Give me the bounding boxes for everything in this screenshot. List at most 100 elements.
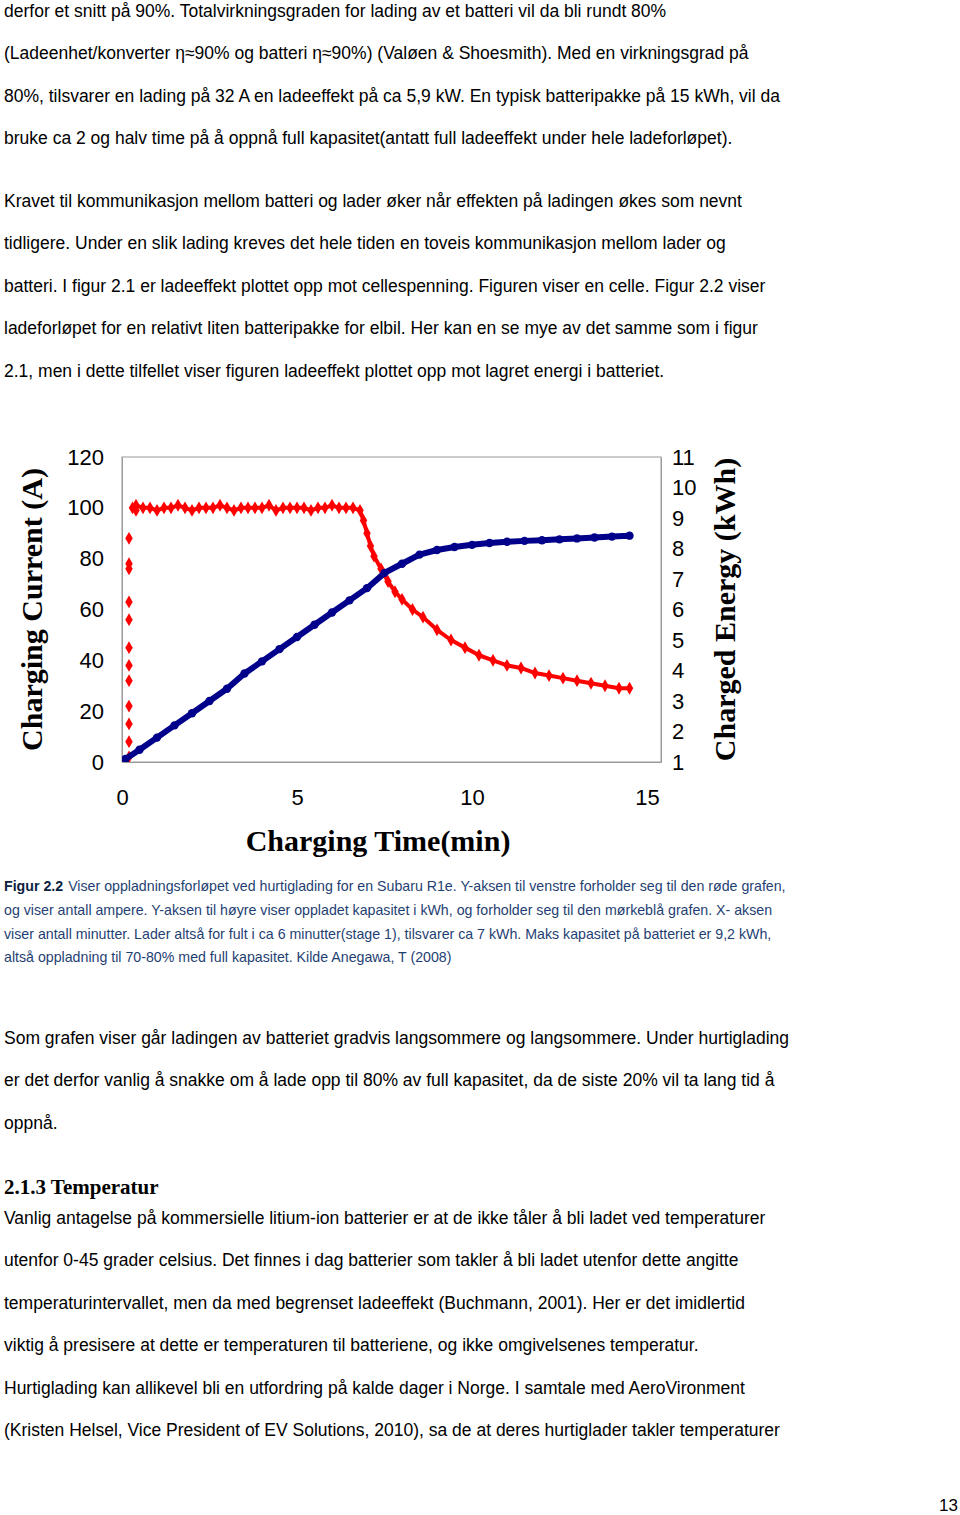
tick-label: 5	[291, 785, 303, 810]
series	[122, 532, 634, 762]
tick-label: 7	[672, 567, 684, 592]
marker	[160, 501, 167, 514]
tick-label: 0	[92, 750, 104, 775]
text-line: ladeforløpet for en relativt liten batte…	[4, 318, 758, 338]
tick: 4	[661, 658, 684, 683]
marker	[125, 613, 132, 626]
page-number: 13	[939, 1496, 958, 1515]
tick: 10	[661, 475, 696, 500]
plot-marks	[122, 499, 634, 762]
tick-label: 8	[672, 536, 684, 561]
marker	[601, 679, 608, 692]
marker	[279, 501, 286, 514]
marker	[251, 501, 258, 514]
marker	[342, 501, 349, 514]
marker	[125, 717, 132, 730]
marker	[447, 634, 454, 647]
marker	[314, 501, 321, 514]
section-heading: 2.1.3 Temperatur	[4, 1175, 159, 1199]
marker	[321, 501, 328, 514]
marker	[153, 504, 160, 517]
marker	[125, 674, 132, 687]
marker	[590, 533, 598, 541]
marker	[258, 657, 266, 665]
marker	[146, 501, 153, 514]
marker	[398, 593, 405, 606]
tick-label: 100	[67, 495, 104, 520]
tick-label: 11	[672, 445, 695, 470]
tick-label: 2	[672, 719, 684, 744]
axis-title: Charged Energy (kWh)	[708, 458, 742, 761]
text-line: er det derfor vanlig å snakke om å lade …	[4, 1070, 775, 1090]
marker	[370, 550, 377, 563]
marker	[450, 543, 458, 551]
marker	[615, 682, 622, 695]
axis-title: Charging Current (A)	[15, 468, 49, 751]
marker	[398, 560, 406, 568]
text-line: Kravet til kommunikasjon mellom batteri …	[4, 191, 742, 211]
text-line: temperaturintervallet, men da med begren…	[4, 1293, 745, 1313]
marker	[237, 501, 244, 514]
marker	[240, 669, 248, 677]
marker	[188, 709, 196, 717]
marker	[244, 501, 251, 514]
axis-yticks: 020406080100120	[67, 445, 122, 775]
marker	[559, 672, 566, 685]
marker	[205, 697, 213, 705]
text-line: viktig å presisere at dette er temperatu…	[4, 1335, 699, 1355]
marker	[531, 667, 538, 680]
marker	[272, 504, 279, 517]
series	[125, 501, 139, 762]
marker	[195, 501, 202, 514]
marker	[122, 755, 130, 762]
tick: 2	[661, 719, 684, 744]
marker	[409, 603, 416, 616]
series-line	[126, 536, 630, 759]
tick-label: 4	[672, 658, 684, 683]
text-line: Hurtiglading kan allikevel bli en utford…	[4, 1378, 745, 1398]
marker	[275, 645, 283, 653]
tick-label: 40	[80, 648, 104, 673]
marker	[625, 532, 633, 540]
tick: 0	[116, 762, 128, 810]
marker	[433, 623, 440, 636]
axis-line	[123, 762, 662, 763]
tick-label: 0	[116, 785, 128, 810]
caption-text: Viser oppladningsforløpet ved hurtigladi…	[68, 878, 785, 894]
tick-label: 10	[460, 785, 484, 810]
marker	[125, 641, 132, 654]
axis-title: Charging Time(min)	[246, 824, 511, 858]
marker	[626, 682, 633, 695]
marker	[125, 659, 132, 672]
text-line: utenfor 0-45 grader celsius. Det finnes …	[4, 1250, 738, 1270]
marker	[125, 532, 132, 545]
marker	[139, 501, 146, 514]
tick: 120	[67, 445, 122, 470]
marker	[181, 501, 188, 514]
tick: 9	[661, 506, 684, 531]
tick-label: 9	[672, 506, 684, 531]
series	[132, 499, 633, 695]
marker	[545, 669, 552, 682]
axis-xticks: 051015	[116, 762, 661, 810]
tick: 100	[67, 495, 122, 520]
caption-text: altså oppladning til 70-80% med full kap…	[4, 949, 451, 965]
marker	[391, 585, 398, 598]
marker	[608, 532, 616, 540]
tick: 20	[80, 699, 122, 724]
marker	[433, 546, 441, 554]
marker	[230, 504, 237, 517]
tick: 60	[80, 597, 122, 622]
text-line: (Kristen Helsel, Vice President of EV So…	[4, 1420, 780, 1440]
text-line: Vanlig antagelse på kommersielle litium-…	[4, 1208, 765, 1228]
tick: 10	[460, 762, 484, 810]
caption-line: viser antall minutter. Lader altså for f…	[4, 926, 771, 942]
text-line: 2.1, men i dette tilfellet viser figuren…	[4, 361, 664, 381]
axis-line	[661, 458, 662, 763]
marker	[293, 501, 300, 514]
text-line: 80%, tilsvarer en lading på 32 A en lade…	[4, 86, 780, 106]
marker	[415, 550, 423, 558]
marker	[384, 575, 391, 588]
tick-label: 1	[672, 750, 684, 775]
marker	[335, 501, 342, 514]
